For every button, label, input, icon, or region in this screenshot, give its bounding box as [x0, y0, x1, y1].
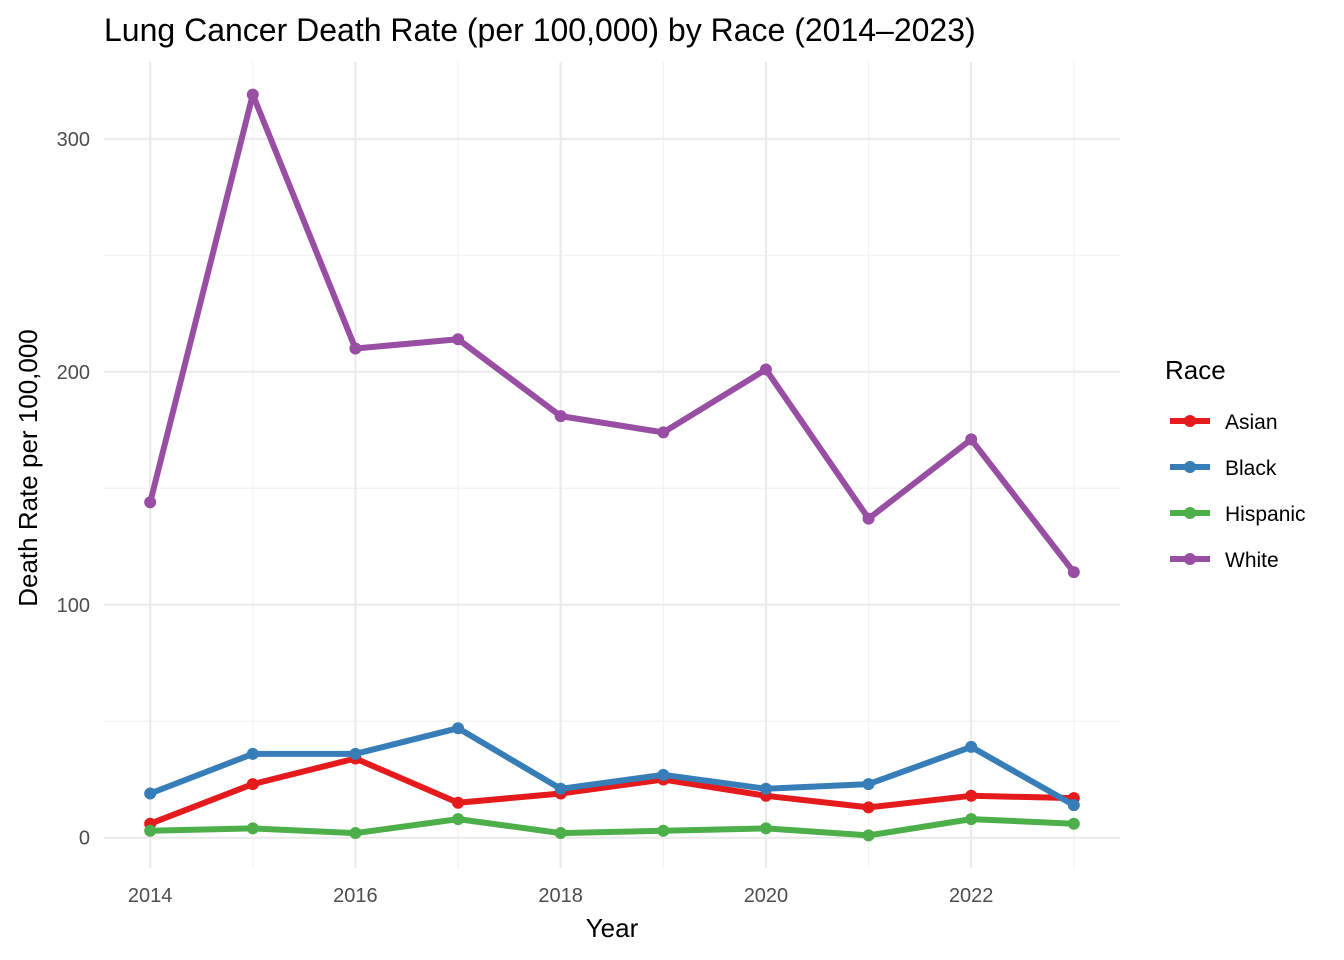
y-tick-label: 200 — [57, 362, 90, 384]
legend-label-hispanic: Hispanic — [1225, 503, 1306, 526]
data-point-black — [144, 787, 157, 800]
data-point-white — [554, 410, 567, 423]
data-point-white — [657, 426, 670, 439]
data-point-black — [862, 778, 875, 791]
data-point-white — [452, 333, 465, 346]
legend-item-asian: Asian — [1170, 411, 1278, 434]
x-tick-label: 2016 — [333, 885, 378, 907]
legend-item-white: White — [1170, 549, 1279, 572]
legend-item-black: Black — [1170, 457, 1277, 480]
data-point-hispanic — [246, 822, 259, 835]
legend-title: Race — [1165, 355, 1226, 385]
x-tick-label: 2018 — [538, 885, 583, 907]
data-point-white — [246, 88, 259, 101]
x-tick-label: 2014 — [128, 885, 173, 907]
data-point-asian — [965, 789, 978, 802]
series-asian — [144, 752, 1080, 830]
data-point-white — [862, 512, 875, 525]
y-axis: 0 100 200 300 — [57, 129, 90, 850]
chart-title: Lung Cancer Death Rate (per 100,000) by … — [104, 12, 976, 48]
legend-label-black: Black — [1225, 457, 1277, 480]
series-line-black — [149, 725, 1076, 808]
x-tick-label: 2020 — [744, 885, 789, 907]
data-point-black — [965, 740, 978, 753]
x-tick-label: 2022 — [949, 885, 994, 907]
data-point-black — [349, 747, 362, 760]
legend-label-asian: Asian — [1225, 411, 1278, 434]
data-point-white — [1067, 566, 1080, 579]
y-axis-title: Death Rate per 100,000 — [13, 329, 43, 607]
data-point-white — [349, 342, 362, 355]
data-point-white — [759, 363, 772, 376]
data-point-hispanic — [349, 827, 362, 840]
y-tick-label: 300 — [57, 129, 90, 151]
series-line-white — [147, 91, 1077, 575]
y-tick-label: 0 — [79, 828, 90, 850]
x-axis-title: Year — [586, 913, 639, 943]
data-point-black — [554, 782, 567, 795]
data-point-black — [759, 782, 772, 795]
legend-key-point-asian — [1184, 415, 1196, 427]
data-point-hispanic — [657, 824, 670, 837]
data-point-hispanic — [144, 824, 157, 837]
data-point-black — [452, 722, 465, 735]
data-point-asian — [862, 801, 875, 814]
legend-key-point-white — [1184, 553, 1196, 565]
y-tick-label: 100 — [57, 595, 90, 617]
series-hispanic — [144, 813, 1080, 842]
data-point-asian — [246, 778, 259, 791]
data-point-hispanic — [452, 813, 465, 826]
data-point-hispanic — [965, 813, 978, 826]
data-point-black — [246, 747, 259, 760]
legend-item-hispanic: Hispanic — [1170, 503, 1306, 526]
x-axis: 2014 2016 2018 2020 2022 — [128, 885, 994, 907]
data-point-hispanic — [1067, 817, 1080, 830]
data-point-hispanic — [759, 822, 772, 835]
legend-key-point-hispanic — [1184, 507, 1196, 519]
series-white — [144, 88, 1080, 579]
legend-key-point-black — [1184, 461, 1196, 473]
series-line-asian — [149, 755, 1074, 827]
data-point-hispanic — [862, 829, 875, 842]
data-point-black — [657, 768, 670, 781]
series-line-hispanic — [150, 816, 1074, 839]
data-point-hispanic — [554, 827, 567, 840]
data-point-asian — [452, 796, 465, 809]
legend-label-white: White — [1225, 549, 1279, 572]
series-black — [144, 722, 1080, 812]
data-point-white — [965, 433, 978, 446]
data-point-white — [144, 496, 157, 509]
data-point-black — [1067, 799, 1080, 812]
series-layer — [144, 88, 1080, 842]
legend: Race Asian Black Hispanic White — [1165, 355, 1306, 572]
